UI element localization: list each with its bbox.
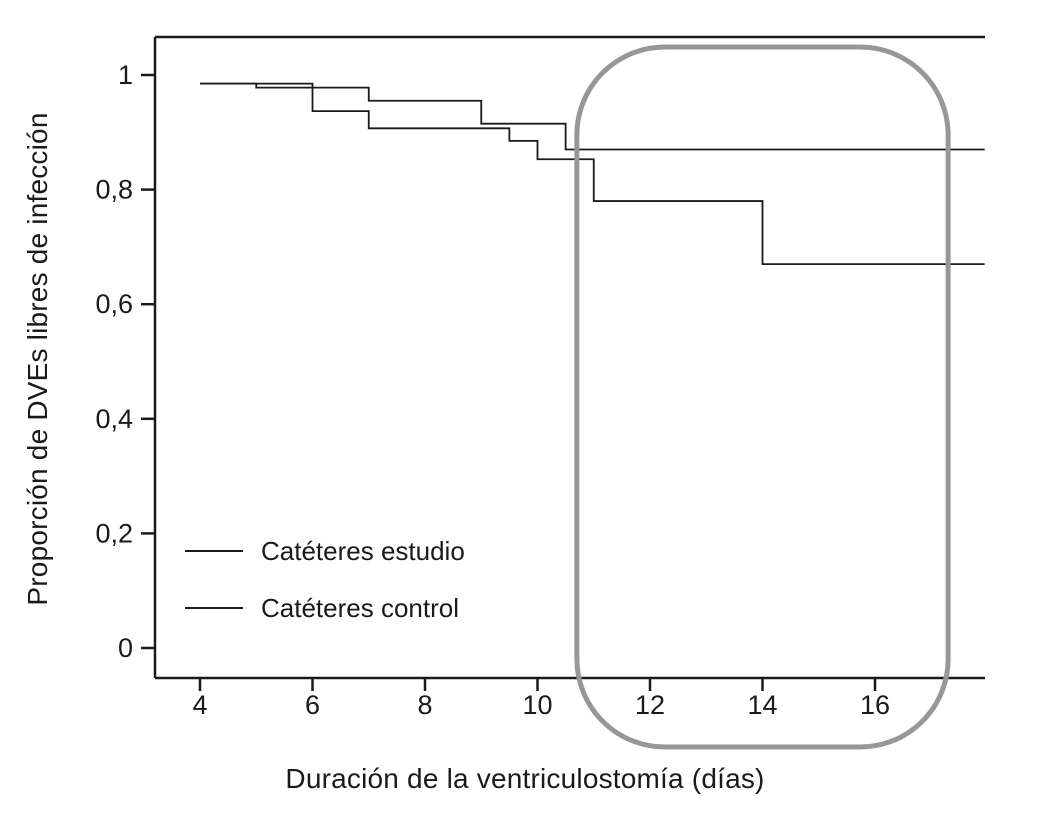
legend-line-sample-control — [185, 607, 243, 609]
legend-label-control: Catéteres control — [261, 592, 459, 623]
legend-item: Catéteres estudio — [185, 536, 465, 566]
y-tick-label: 0,6 — [95, 289, 133, 319]
x-tick-label: 16 — [860, 690, 890, 720]
x-tick-label: 6 — [305, 690, 320, 720]
survival-curve-control — [200, 82, 985, 265]
y-tick-label: 0,4 — [95, 404, 133, 434]
y-tick-label: 1 — [118, 60, 133, 90]
y-tick-label: 0,8 — [95, 175, 133, 205]
x-tick-label: 12 — [635, 690, 665, 720]
legend: Catéteres estudio Catéteres control — [185, 536, 465, 623]
x-tick-label: 14 — [747, 690, 777, 720]
y-axis-title: Proporción de DVEs libres de infección — [22, 112, 53, 606]
x-tick-label: 8 — [417, 690, 432, 720]
y-tick-label: 0 — [118, 633, 133, 663]
legend-line-sample-estudio — [185, 550, 243, 552]
survival-curve-estudio — [200, 82, 985, 151]
y-tick-label: 0,2 — [95, 518, 133, 548]
x-tick-label: 10 — [522, 690, 552, 720]
x-axis-title: Duración de la ventriculostomía (días) — [285, 763, 765, 794]
highlight-region — [574, 44, 951, 750]
legend-item: Catéteres control — [185, 593, 465, 623]
legend-label-estudio: Catéteres estudio — [261, 535, 465, 566]
x-tick-label: 4 — [192, 690, 207, 720]
